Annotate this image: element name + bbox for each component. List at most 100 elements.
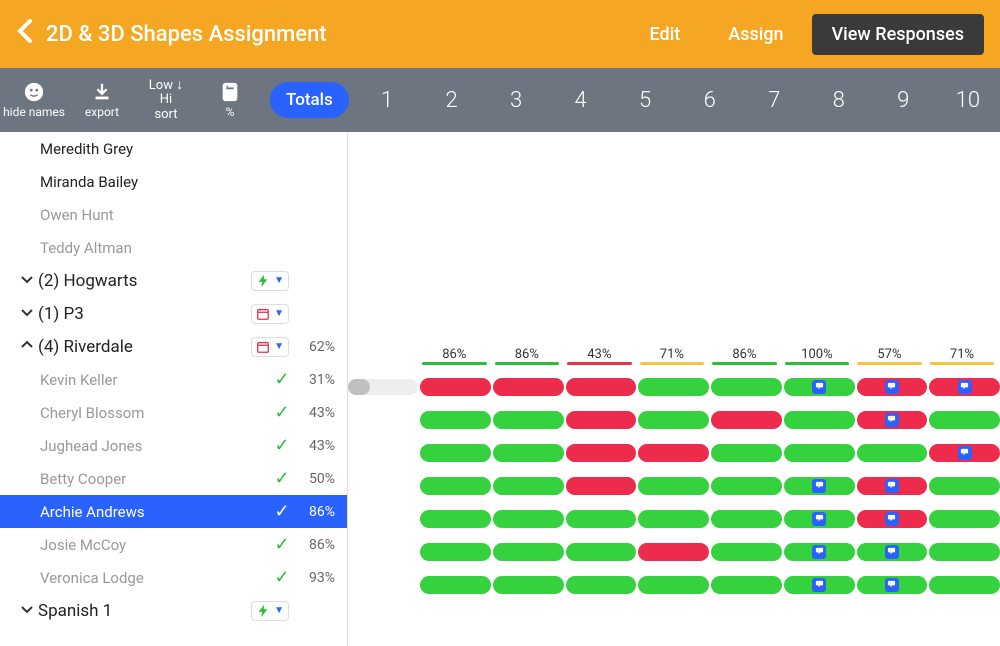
comment-icon[interactable] — [885, 578, 899, 592]
chevron-icon[interactable] — [20, 600, 38, 621]
result-cell[interactable] — [566, 576, 637, 594]
student-row[interactable]: Meredith Grey — [0, 132, 347, 165]
question-col-9[interactable]: 9 — [871, 88, 936, 113]
result-cell[interactable] — [711, 411, 782, 429]
result-cell[interactable] — [420, 477, 491, 495]
result-cell[interactable] — [857, 477, 928, 495]
result-cell[interactable] — [711, 477, 782, 495]
comment-icon[interactable] — [885, 413, 899, 427]
result-cell[interactable] — [420, 576, 491, 594]
class-status-dropdown[interactable]: ▼ — [251, 271, 289, 291]
class-status-dropdown[interactable]: ▼ — [251, 337, 289, 357]
export-button[interactable]: export — [68, 68, 136, 132]
result-cell[interactable] — [420, 444, 491, 462]
result-cell[interactable] — [493, 576, 564, 594]
result-cell[interactable] — [784, 576, 855, 594]
chevron-icon[interactable] — [20, 336, 38, 357]
result-cell[interactable] — [566, 411, 637, 429]
result-cell[interactable] — [493, 543, 564, 561]
result-cell[interactable] — [929, 576, 1000, 594]
question-col-1[interactable]: 1 — [355, 88, 420, 113]
result-cell[interactable] — [493, 510, 564, 528]
class-row[interactable]: (2) Hogwarts▼ — [0, 264, 347, 297]
student-row[interactable]: Cheryl Blossom✓43% — [0, 396, 347, 429]
edit-button[interactable]: Edit — [630, 14, 701, 55]
class-row[interactable]: (1) P3▼ — [0, 297, 347, 330]
result-cell[interactable] — [784, 444, 855, 462]
result-cell[interactable] — [420, 378, 491, 396]
question-col-3[interactable]: 3 — [484, 88, 549, 113]
result-cell[interactable] — [638, 444, 709, 462]
question-col-5[interactable]: 5 — [613, 88, 678, 113]
result-cell[interactable] — [493, 378, 564, 396]
result-cell[interactable] — [929, 477, 1000, 495]
back-button[interactable] — [16, 17, 46, 52]
result-cell[interactable] — [711, 576, 782, 594]
result-cell[interactable] — [784, 477, 855, 495]
result-cell[interactable] — [420, 411, 491, 429]
question-col-6[interactable]: 6 — [677, 88, 742, 113]
student-row[interactable]: Jughead Jones✓43% — [0, 429, 347, 462]
comment-icon[interactable] — [812, 380, 826, 394]
student-row[interactable]: Betty Cooper✓50% — [0, 462, 347, 495]
result-cell[interactable] — [566, 378, 637, 396]
result-cell[interactable] — [566, 477, 637, 495]
student-row[interactable]: Archie Andrews✓86% — [0, 495, 347, 528]
question-col-8[interactable]: 8 — [806, 88, 871, 113]
result-cell[interactable] — [784, 378, 855, 396]
comment-icon[interactable] — [958, 446, 972, 460]
class-status-dropdown[interactable]: ▼ — [251, 601, 289, 621]
student-row[interactable]: Owen Hunt — [0, 198, 347, 231]
result-cell[interactable] — [784, 411, 855, 429]
student-row[interactable]: Veronica Lodge✓93% — [0, 561, 347, 594]
result-cell[interactable] — [857, 510, 928, 528]
result-cell[interactable] — [493, 477, 564, 495]
percent-button[interactable]: % — [196, 68, 264, 132]
hide-names-button[interactable]: hide names — [0, 68, 68, 132]
result-cell[interactable] — [638, 378, 709, 396]
result-cell[interactable] — [929, 444, 1000, 462]
result-cell[interactable] — [929, 411, 1000, 429]
comment-icon[interactable] — [885, 380, 899, 394]
result-cell[interactable] — [929, 543, 1000, 561]
result-cell[interactable] — [857, 444, 928, 462]
result-cell[interactable] — [638, 411, 709, 429]
comment-icon[interactable] — [812, 512, 826, 526]
result-cell[interactable] — [929, 378, 1000, 396]
result-cell[interactable] — [857, 576, 928, 594]
sort-button[interactable]: Low ↓ Hi sort — [136, 78, 196, 122]
comment-icon[interactable] — [812, 479, 826, 493]
result-cell[interactable] — [493, 411, 564, 429]
chevron-icon[interactable] — [20, 303, 38, 324]
student-row[interactable]: Kevin Keller✓31% — [0, 363, 347, 396]
chevron-icon[interactable] — [20, 270, 38, 291]
student-row[interactable]: Miranda Bailey — [0, 165, 347, 198]
result-cell[interactable] — [566, 510, 637, 528]
comment-icon[interactable] — [885, 512, 899, 526]
comment-icon[interactable] — [812, 578, 826, 592]
comment-icon[interactable] — [885, 479, 899, 493]
result-cell[interactable] — [420, 510, 491, 528]
result-cell[interactable] — [493, 444, 564, 462]
result-cell[interactable] — [420, 543, 491, 561]
result-cell[interactable] — [566, 444, 637, 462]
question-col-4[interactable]: 4 — [548, 88, 613, 113]
question-col-7[interactable]: 7 — [742, 88, 807, 113]
result-cell[interactable] — [638, 576, 709, 594]
class-row[interactable]: (4) Riverdale▼62% — [0, 330, 347, 363]
assign-button[interactable]: Assign — [708, 14, 803, 55]
result-cell[interactable] — [638, 543, 709, 561]
result-cell[interactable] — [784, 510, 855, 528]
comment-icon[interactable] — [885, 545, 899, 559]
result-cell[interactable] — [857, 411, 928, 429]
result-cell[interactable] — [638, 510, 709, 528]
result-cell[interactable] — [638, 477, 709, 495]
result-cell[interactable] — [711, 510, 782, 528]
class-row[interactable]: Spanish 1▼ — [0, 594, 347, 627]
result-cell[interactable] — [929, 510, 1000, 528]
student-row[interactable]: Teddy Altman — [0, 231, 347, 264]
comment-icon[interactable] — [958, 380, 972, 394]
result-cell[interactable] — [711, 444, 782, 462]
result-cell[interactable] — [711, 543, 782, 561]
result-cell[interactable] — [857, 378, 928, 396]
